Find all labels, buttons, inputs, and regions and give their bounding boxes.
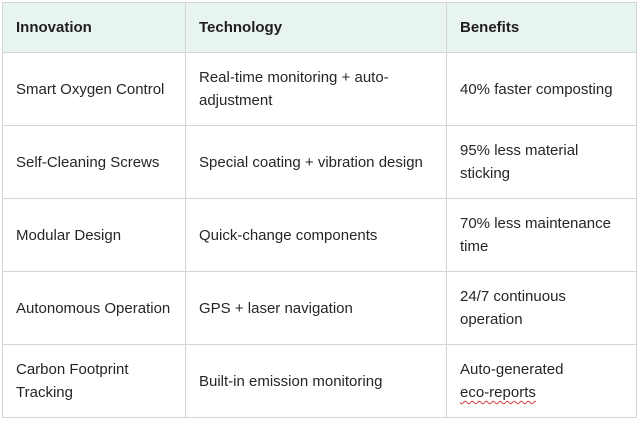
table-row: Smart Oxygen Control Real-time monitorin…: [2, 52, 637, 126]
header-innovation: Innovation: [2, 2, 186, 53]
cell-benefits: 95% less material sticking: [446, 125, 637, 199]
cell-innovation: Autonomous Operation: [2, 271, 186, 345]
cell-technology: Special coating + vibration design: [185, 125, 447, 199]
header-benefits: Benefits: [446, 2, 637, 53]
cell-benefits: 40% faster composting: [446, 52, 637, 126]
cell-technology: Built-in emission monitoring: [185, 344, 447, 418]
cell-innovation: Smart Oxygen Control: [2, 52, 186, 126]
cell-benefits: 70% less maintenance time: [446, 198, 637, 272]
cell-technology: Real-time monitoring + auto-adjustment: [185, 52, 447, 126]
table-row: Modular Design Quick-change components 7…: [2, 198, 637, 272]
table-row: Autonomous Operation GPS + laser navigat…: [2, 271, 637, 345]
header-row: Innovation Technology Benefits: [2, 2, 637, 53]
cell-technology: GPS + laser navigation: [185, 271, 447, 345]
table-row: Self-Cleaning Screws Special coating + v…: [2, 125, 637, 199]
cell-benefits: 24/7 continuous operation: [446, 271, 637, 345]
cell-innovation: Carbon Footprint Tracking: [2, 344, 186, 418]
cell-innovation: Self-Cleaning Screws: [2, 125, 186, 199]
cell-technology: Quick-change components: [185, 198, 447, 272]
table-body: Smart Oxygen Control Real-time monitorin…: [2, 52, 637, 418]
cell-innovation: Modular Design: [2, 198, 186, 272]
benefits-text: Auto-generated: [460, 361, 564, 378]
table-row: Carbon Footprint Tracking Built-in emiss…: [2, 344, 637, 418]
cell-benefits: Auto-generated eco-reports: [446, 344, 637, 418]
spellcheck-flagged-word[interactable]: eco-reports: [460, 384, 536, 401]
innovation-table: Innovation Technology Benefits Smart Oxy…: [2, 2, 637, 418]
table-header: Innovation Technology Benefits: [2, 2, 637, 53]
header-technology: Technology: [185, 2, 447, 53]
